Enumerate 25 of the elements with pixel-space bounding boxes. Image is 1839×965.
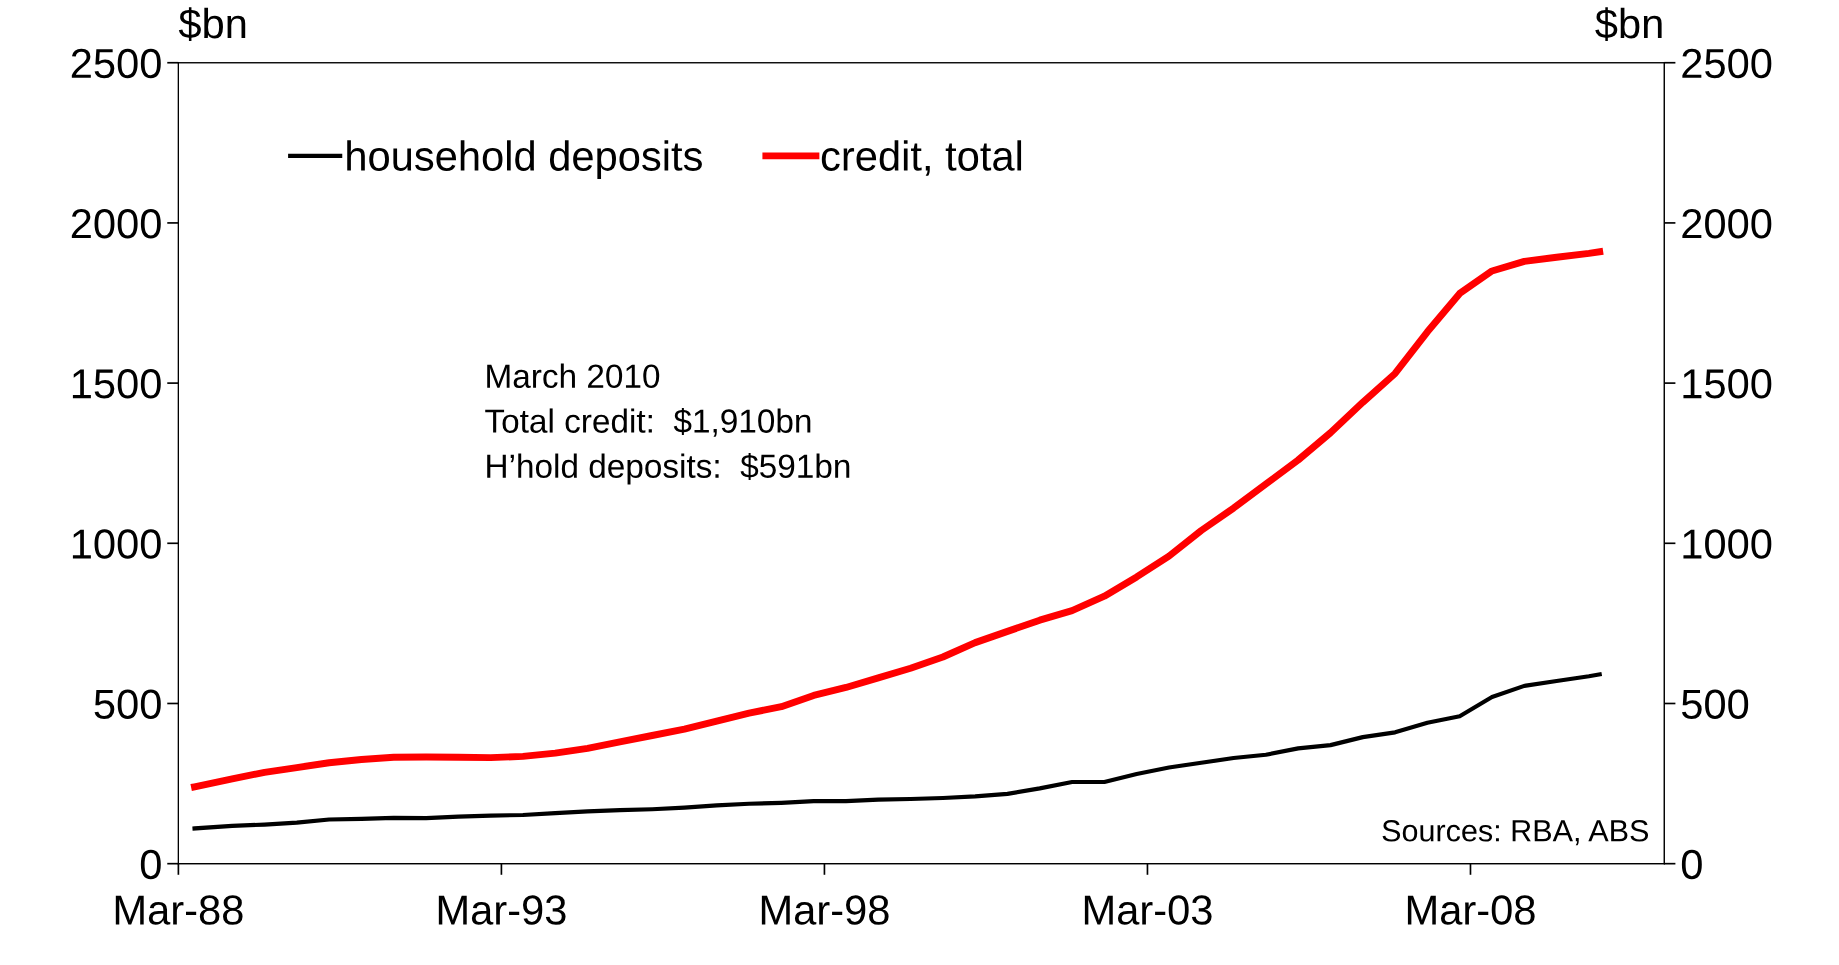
- annotation: March 2010: [487, 363, 660, 389]
- y-tick-label: 2500: [71, 48, 161, 79]
- y2-axis-title: $bn: [1595, 7, 1662, 41]
- y-tick-label: 1500: [72, 369, 161, 399]
- annotation: Total credit: $1,910bn: [485, 407, 811, 437]
- x-tick-label: Mar-88: [115, 895, 243, 925]
- x-tick-label: Mar-98: [761, 895, 889, 925]
- y2-tick-label: 2000: [1682, 208, 1772, 239]
- x-tick-label: Mar-03: [1084, 895, 1212, 925]
- y2-tick-label: 1500: [1683, 369, 1772, 399]
- legend-label: household deposits: [347, 140, 702, 180]
- legend-label: credit, total: [821, 140, 1022, 176]
- y-tick-label: 0: [140, 849, 161, 880]
- y2-tick-label: 0: [1681, 849, 1702, 880]
- y-tick-label: 1000: [72, 529, 161, 559]
- y2-tick-label: 500: [1681, 689, 1749, 719]
- x-tick-label: Mar-08: [1407, 895, 1535, 925]
- y-tick-label: 2000: [71, 208, 161, 239]
- x-tick-label: Mar-93: [438, 895, 566, 925]
- y2-tick-label: 2500: [1682, 48, 1772, 79]
- y-tick-label: 500: [94, 689, 161, 719]
- y-axis-title: $bn: [178, 7, 246, 41]
- annotation: H’hold deposits: $591bn: [487, 453, 850, 485]
- y2-tick-label: 1000: [1683, 529, 1772, 559]
- annotation: Sources: RBA, ABS: [1382, 819, 1649, 846]
